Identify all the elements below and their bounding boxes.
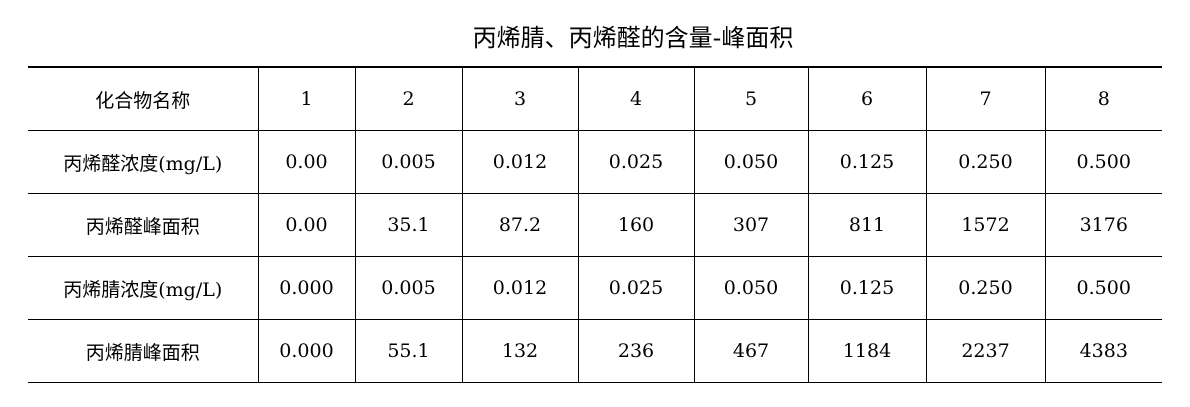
- table-cell: 0.050: [693, 256, 809, 320]
- table-cell: 87.2: [461, 193, 579, 257]
- table-cell: 0.000: [257, 319, 356, 383]
- header-cell: 2: [354, 66, 463, 131]
- data-table: 化合物名称 1 2 3 4 5 6 7 8 丙烯醛浓度(mg/L) 0.00 0.005 0.012 0.…: [28, 66, 1162, 383]
- row-label-cell: 丙烯醛浓度(mg/L): [28, 130, 259, 194]
- table-cell: 0.012: [461, 256, 579, 320]
- header-row: 化合物名称 1 2 3 4 5 6 7 8: [28, 66, 1162, 131]
- row-label-cell: 丙烯醛峰面积: [28, 193, 259, 257]
- table-cell: 0.005: [354, 130, 463, 194]
- header-cell: 4: [577, 66, 695, 131]
- table-cell: 0.012: [461, 130, 579, 194]
- table-cell: 0.250: [925, 256, 1046, 320]
- table-cell: 4383: [1044, 319, 1162, 383]
- table-cell: 0.025: [577, 256, 695, 320]
- table-cell: 1572: [925, 193, 1046, 257]
- row-label-cell: 丙烯腈浓度(mg/L): [28, 256, 259, 320]
- table-cell: 132: [461, 319, 579, 383]
- table-cell: 55.1: [354, 319, 463, 383]
- header-cell: 6: [807, 66, 927, 131]
- table-cell: 35.1: [354, 193, 463, 257]
- table-cell: 0.125: [807, 256, 927, 320]
- row-label-cell: 丙烯腈峰面积: [28, 319, 259, 383]
- header-cell: 7: [925, 66, 1046, 131]
- table-cell: 0.500: [1044, 256, 1162, 320]
- table-cell: 811: [807, 193, 927, 257]
- table-cell: 0.000: [257, 256, 356, 320]
- table-cell: 1184: [807, 319, 927, 383]
- header-cell: 化合物名称: [28, 66, 259, 131]
- header-cell: 8: [1044, 66, 1162, 131]
- table-cell: 0.00: [257, 193, 356, 257]
- table-cell: 0.500: [1044, 130, 1162, 194]
- table-cell: 0.125: [807, 130, 927, 194]
- table-title: 丙烯腈、丙烯醛的含量-峰面积: [472, 24, 794, 52]
- table-cell: 467: [693, 319, 809, 383]
- table-row: 丙烯醛峰面积 0.00 35.1 87.2 160 307 811 1572 3176: [28, 193, 1162, 257]
- table-row: 丙烯醛浓度(mg/L) 0.00 0.005 0.012 0.025 0.050 0.125…: [28, 130, 1162, 194]
- header-cell: 1: [257, 66, 356, 131]
- table-cell: 236: [577, 319, 695, 383]
- table-cell: 3176: [1044, 193, 1162, 257]
- table-cell: 307: [693, 193, 809, 257]
- table-cell: 0.250: [925, 130, 1046, 194]
- header-cell: 5: [693, 66, 809, 131]
- header-cell: 3: [461, 66, 579, 131]
- table-cell: 0.025: [577, 130, 695, 194]
- table-cell: 0.00: [257, 130, 356, 194]
- table-cell: 160: [577, 193, 695, 257]
- table-cell: 0.050: [693, 130, 809, 194]
- table-cell: 2237: [925, 319, 1046, 383]
- table-row: 丙烯腈峰面积 0.000 55.1 132 236 467 1184 2237 4383: [28, 319, 1162, 383]
- table-row: 丙烯腈浓度(mg/L) 0.000 0.005 0.012 0.025 0.050 0.12…: [28, 256, 1162, 320]
- table-cell: 0.005: [354, 256, 463, 320]
